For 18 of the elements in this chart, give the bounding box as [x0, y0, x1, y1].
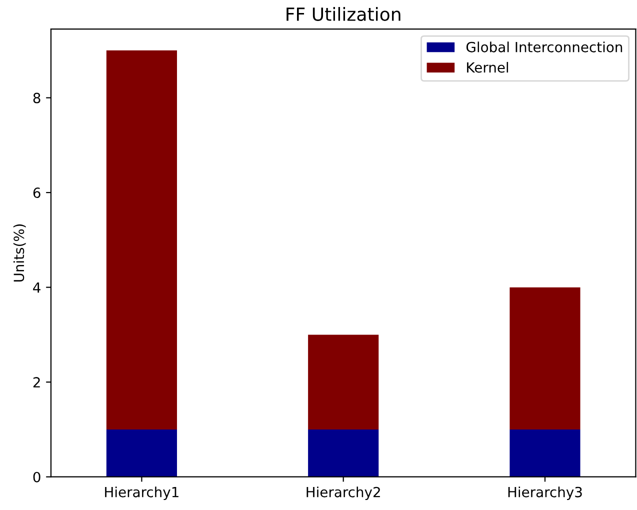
bar [308, 429, 379, 477]
y-tick-label: 6 [33, 188, 40, 198]
bar [308, 334, 379, 430]
x-tick-label: Hierarchy1 [105, 486, 178, 500]
bar [510, 429, 580, 477]
y-axis-title: Units(%) [13, 224, 26, 282]
chart-title: FF Utilization [286, 7, 400, 21]
bar [510, 287, 580, 430]
bar [106, 50, 177, 430]
legend-label: Kernel [467, 62, 508, 73]
y-tick-label: 4 [33, 282, 40, 293]
x-tick-label: Hierarchy2 [306, 486, 380, 500]
y-tick-label: 8 [33, 92, 40, 104]
y-tick-label: 0 [33, 472, 40, 482]
y-tick-label: 2 [33, 377, 40, 388]
bar [106, 429, 177, 477]
legend-label: Global Interconnection [466, 42, 622, 52]
x-tick-label: Hierarchy3 [508, 486, 582, 500]
